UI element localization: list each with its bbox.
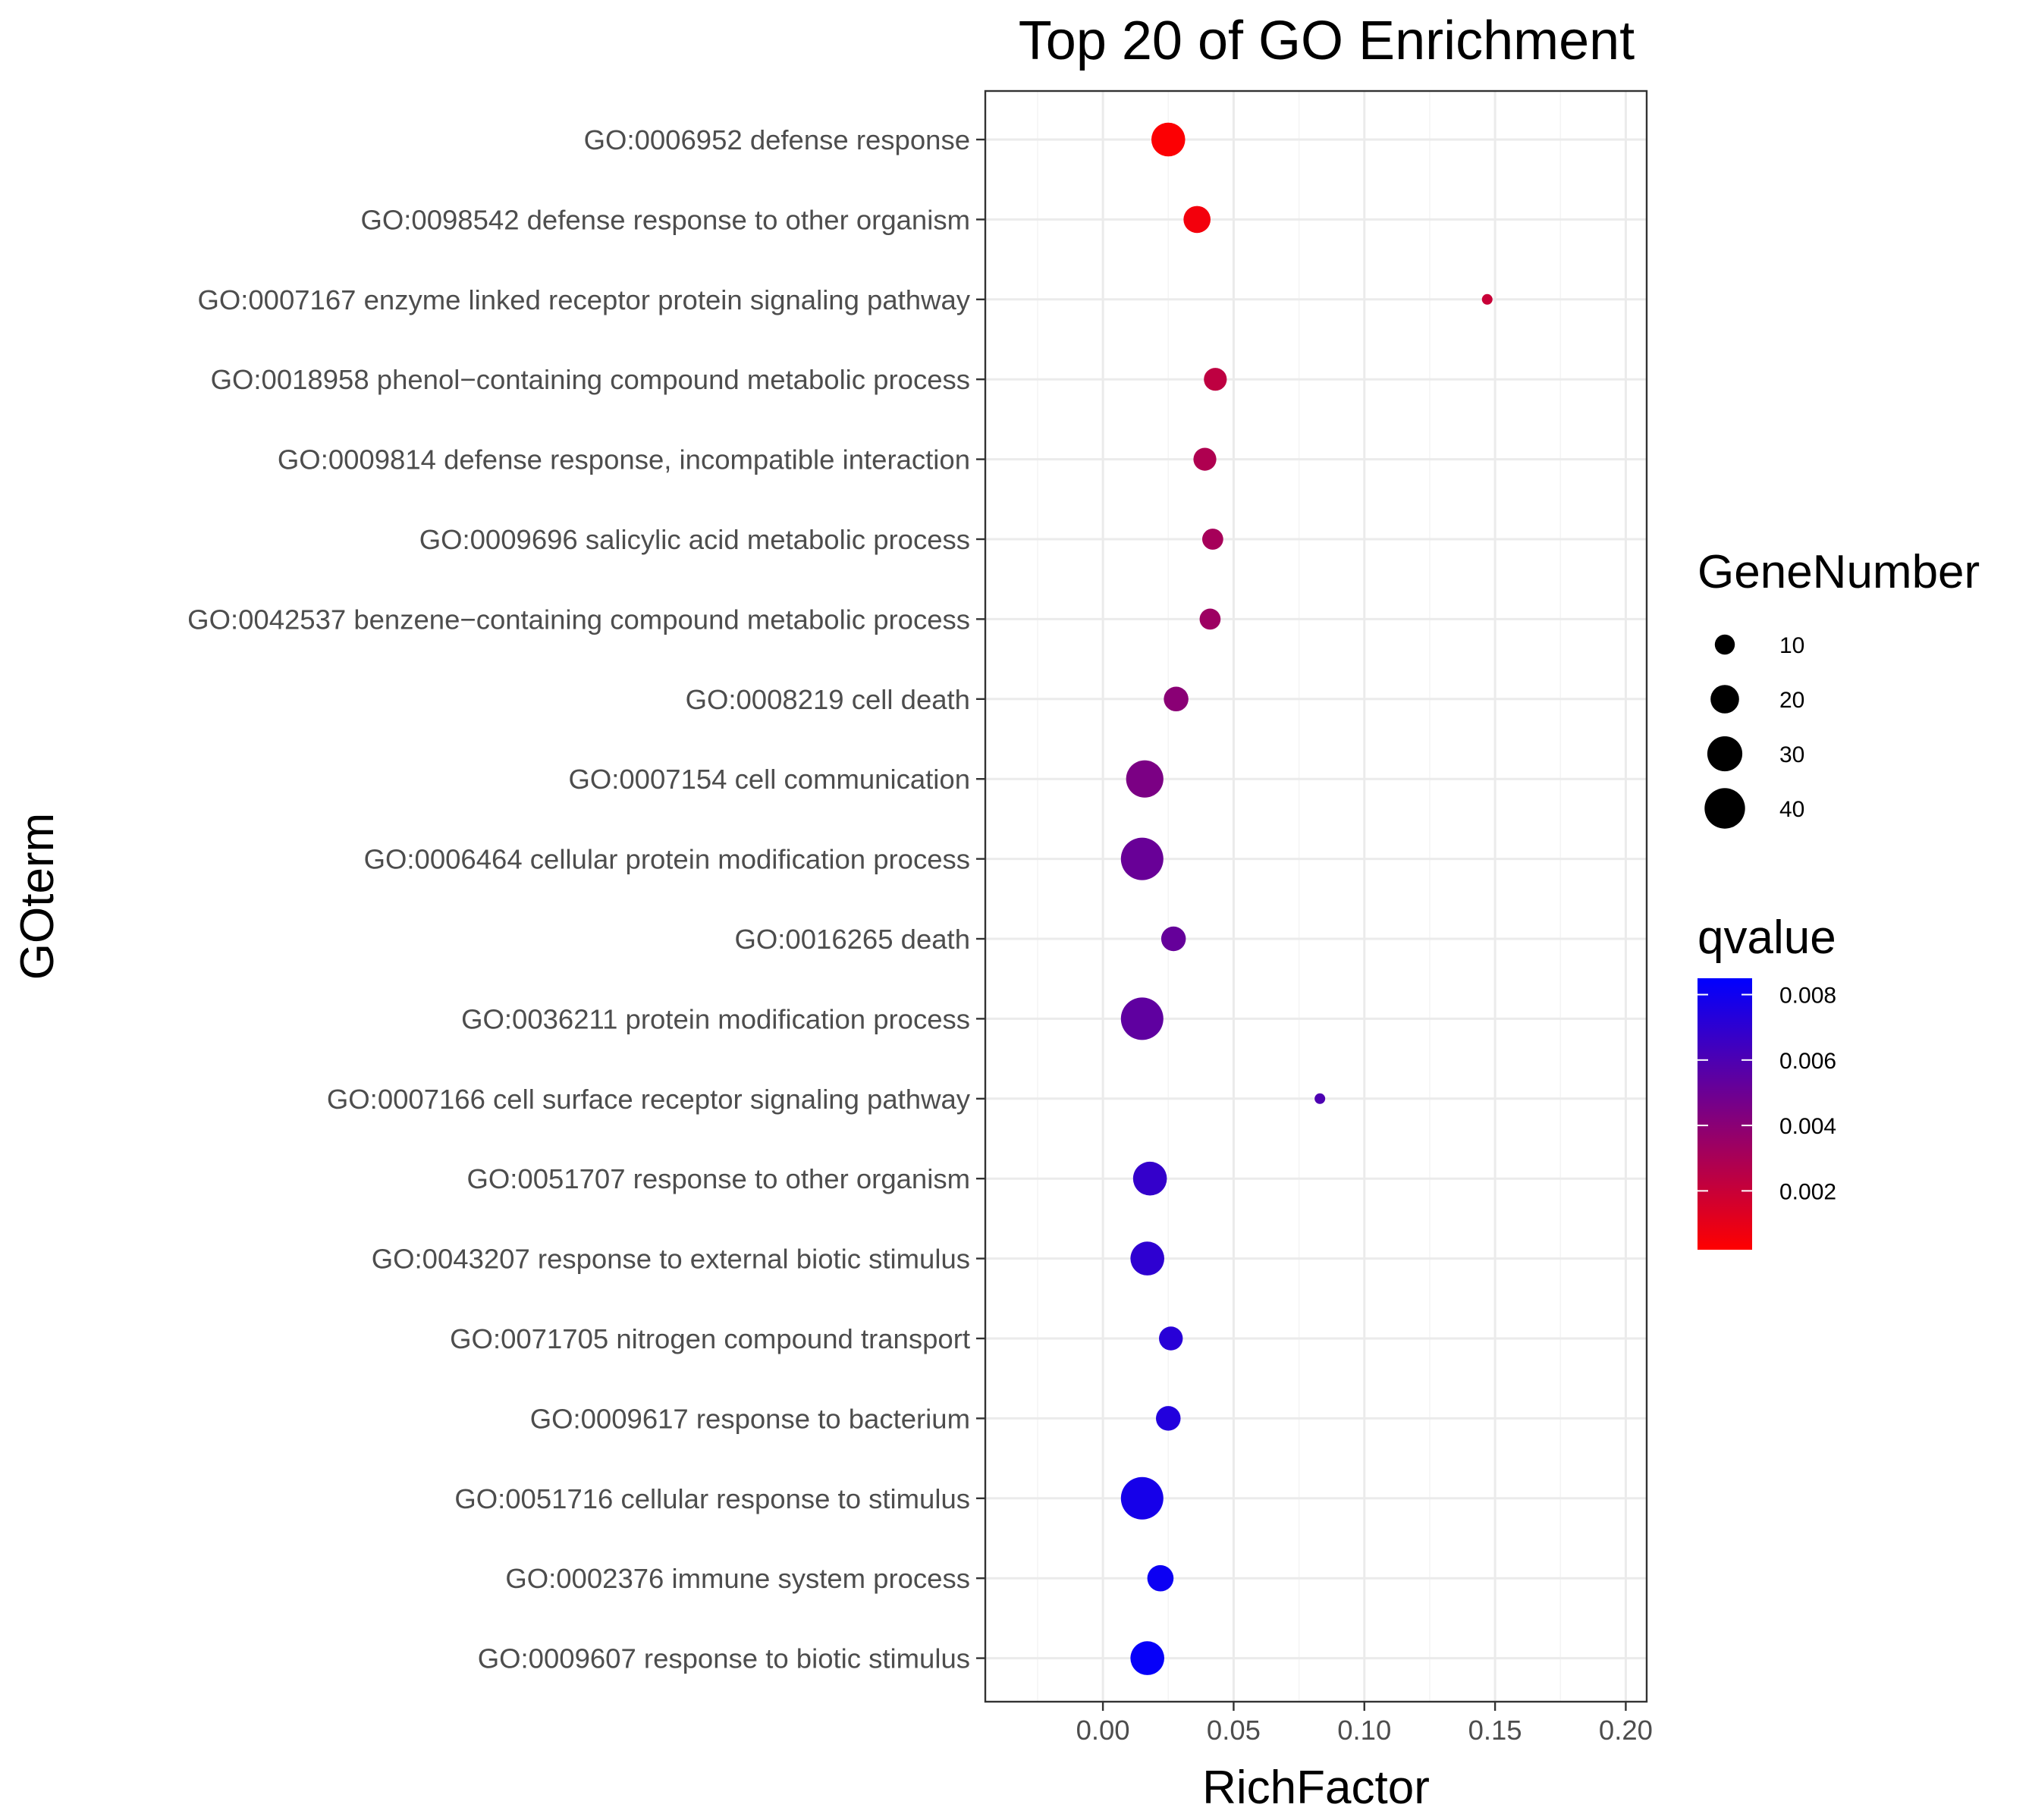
data-point <box>1120 837 1164 880</box>
y-tick-label: GO:0009696 salicylic acid metabolic proc… <box>419 524 970 555</box>
data-point <box>1147 1564 1174 1592</box>
y-axis-title: GOterm <box>11 813 64 980</box>
x-axis: 0.00 0.05 0.10 0.15 0.20 <box>1076 1702 1653 1746</box>
data-point <box>1120 997 1164 1040</box>
size-legend: 10 20 30 40 <box>1704 633 1804 829</box>
color-legend-label: 0.008 <box>1779 984 1836 1009</box>
data-point <box>1314 1093 1326 1104</box>
size-legend-label: 40 <box>1779 797 1804 822</box>
x-tick-label: 0.20 <box>1599 1715 1653 1746</box>
y-tick-label: GO:0043207 response to external biotic s… <box>372 1244 970 1275</box>
y-tick-label: GO:0008219 cell death <box>686 684 970 715</box>
y-tick-label: GO:0016265 death <box>735 924 971 955</box>
x-tick-label: 0.15 <box>1468 1715 1522 1746</box>
data-point <box>1199 608 1221 630</box>
grid-lines <box>985 91 1647 1702</box>
data-point <box>1193 447 1217 471</box>
data-point <box>1151 122 1186 157</box>
y-tick-label: GO:0006952 defense response <box>584 124 970 155</box>
chart-title: Top 20 of GO Enrichment <box>1019 11 1635 71</box>
y-tick-label: GO:0051716 cellular response to stimulus <box>454 1483 970 1514</box>
color-legend: 0.002 0.004 0.006 0.008 <box>1698 984 1836 1204</box>
data-point <box>1156 1406 1181 1431</box>
color-legend-label: 0.004 <box>1779 1114 1836 1139</box>
data-point <box>1183 206 1211 234</box>
size-legend-title: GeneNumber <box>1698 546 1980 598</box>
x-axis-title: RichFactor <box>1202 1762 1430 1814</box>
size-legend-key <box>1714 634 1735 655</box>
x-tick-label: 0.00 <box>1076 1715 1130 1746</box>
data-point <box>1130 1241 1164 1276</box>
y-tick-label: GO:0036211 protein modification process <box>461 1003 970 1034</box>
y-tick-label: GO:0009607 response to biotic stimulus <box>478 1643 970 1674</box>
size-legend-key <box>1704 788 1745 829</box>
y-tick-label: GO:0051707 response to other organism <box>467 1163 971 1194</box>
data-point <box>1130 1641 1164 1675</box>
data-point <box>1201 529 1223 550</box>
y-tick-label: GO:0042537 benzene−containing compound m… <box>187 604 970 635</box>
x-tick-label: 0.05 <box>1207 1715 1261 1746</box>
y-tick-label: GO:0009617 response to bacterium <box>530 1403 970 1434</box>
size-legend-key <box>1707 736 1743 772</box>
y-tick-label: GO:0009814 defense response, incompatibl… <box>278 444 970 475</box>
data-point <box>1204 368 1227 391</box>
y-tick-label: GO:0007167 enzyme linked receptor protei… <box>197 284 970 315</box>
color-legend-label: 0.006 <box>1779 1049 1836 1074</box>
panel-border <box>984 89 1648 1703</box>
data-point <box>1160 926 1186 952</box>
data-point <box>1132 1161 1167 1196</box>
data-point <box>1164 686 1189 712</box>
x-tick-label: 0.10 <box>1337 1715 1391 1746</box>
y-tick-label: GO:0071705 nitrogen compound transport <box>450 1323 970 1354</box>
qvalue-colorbar <box>1698 978 1752 1250</box>
color-legend-title: qvalue <box>1698 912 1836 964</box>
data-point <box>1159 1326 1183 1351</box>
size-legend-key <box>1710 685 1739 714</box>
y-tick-label: GO:0018958 phenol−containing compound me… <box>211 364 970 395</box>
size-legend-label: 10 <box>1779 633 1804 658</box>
size-legend-label: 20 <box>1779 688 1804 713</box>
y-tick-label: GO:0007166 cell surface receptor signali… <box>327 1084 971 1115</box>
y-axis: GO:0006952 defense response GO:0098542 de… <box>187 124 985 1674</box>
y-tick-label: GO:0006464 cellular protein modification… <box>364 844 970 875</box>
data-point <box>1126 760 1164 798</box>
y-tick-label: GO:0007154 cell communication <box>568 764 970 795</box>
y-tick-label: GO:0098542 defense response to other org… <box>360 204 970 235</box>
data-point <box>1120 1476 1164 1520</box>
size-legend-label: 30 <box>1779 742 1804 767</box>
data-points <box>1120 122 1493 1675</box>
data-point <box>1481 293 1493 305</box>
color-legend-label: 0.002 <box>1779 1179 1836 1204</box>
y-tick-label: GO:0002376 immune system process <box>505 1563 970 1594</box>
